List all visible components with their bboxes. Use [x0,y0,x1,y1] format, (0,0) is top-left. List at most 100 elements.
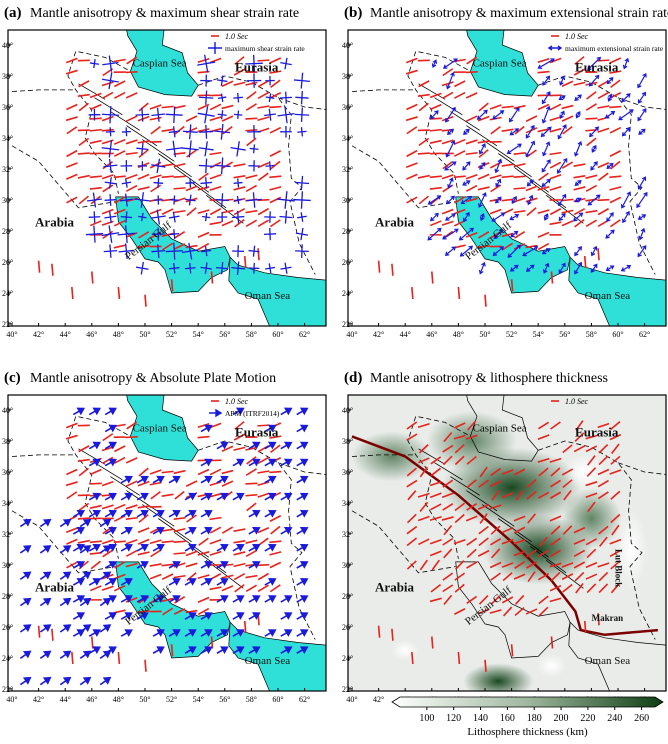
anisotropy-stick [174,541,186,542]
lon-tick-label: 56° [219,330,230,339]
anisotropy-stick [412,652,413,664]
lat-tick-label: 36° [342,468,353,477]
legend-text: 1.0 Sec [225,32,249,41]
lat-tick-label: 32° [342,530,353,539]
legend-text: maximum extensional strain rate [565,44,664,53]
lon-tick-label: 48° [453,330,464,339]
lon-tick-label: 40° [346,695,357,704]
lat-tick-label: 34° [2,499,13,508]
lat-tick-label: 32° [342,165,353,174]
anisotropy-stick [39,261,40,273]
lat-tick-label: 36° [2,103,13,112]
anisotropy-stick [392,629,393,641]
anisotropy-stick [412,287,413,299]
lat-tick-label: 40° [2,406,13,415]
anisotropy-stick [502,176,514,177]
lat-tick-label: 22° [342,320,353,329]
lon-tick-label: 56° [219,695,230,704]
lat-tick-label: 34° [2,134,13,143]
place-label: Arabia [375,214,415,229]
place-label: Caspian Sea [473,58,527,70]
lat-tick-label: 26° [2,258,13,267]
panel-label: (d) [344,370,362,386]
place-label: Oman Sea [585,655,631,667]
lat-tick-label: 38° [2,437,13,446]
lat-tick-label: 38° [342,437,353,446]
anisotropy-stick [78,153,90,154]
lon-tick-label: 52° [166,330,177,339]
colorbar-tick-label: 140 [473,713,488,724]
anisotropy-stick [430,176,442,177]
anisotropy-stick [609,107,621,108]
anisotropy-stick [52,264,53,276]
anisotropy-stick [126,437,138,438]
panel-label: (c) [4,370,21,386]
lon-tick-label: 58° [586,330,597,339]
colorbar-tick-label: 160 [500,713,515,724]
lat-tick-label: 32° [2,530,13,539]
panel-title: Mantle anisotropy & maximum shear strain… [30,6,299,21]
thickness-shade [391,640,419,660]
lon-tick-label: 50° [139,695,150,704]
thickness-shade [563,454,607,490]
anisotropy-stick [212,272,213,284]
thickness-shade [352,432,432,482]
place-label: Lut Block [613,549,623,587]
lon-tick-label: 52° [166,695,177,704]
lat-tick-label: 26° [2,623,13,632]
anisotropy-stick [174,188,186,189]
anisotropy-stick [90,176,102,177]
lon-tick-label: 56° [559,330,570,339]
lat-tick-label: 36° [342,103,353,112]
colorbar-label: Lithosphere thickness (km) [467,726,588,738]
lon-tick-label: 50° [479,330,490,339]
anisotropy-stick [90,118,102,119]
anisotropy-stick [597,200,609,201]
place-label: Oman Sea [585,290,631,302]
anisotropy-stick [512,279,513,291]
anisotropy-stick [379,261,380,273]
anisotropy-stick [418,153,430,154]
anisotropy-stick [245,118,257,119]
lon-tick-label: 40° [6,330,17,339]
anisotropy-stick [92,272,93,284]
place-label: Arabia [35,579,75,594]
lon-tick-label: 44° [60,330,71,339]
panel-title: Mantle anisotropy & maximum extensional … [370,6,668,21]
place-label: Caspian Sea [133,58,187,70]
anisotropy-stick [118,652,119,664]
lat-tick-label: 30° [342,196,353,205]
anisotropy-stick [172,644,173,656]
anisotropy-stick [552,637,553,649]
lat-tick-label: 40° [342,406,353,415]
anisotropy-stick [162,176,174,177]
place-label: Eurasia [575,59,619,74]
lat-tick-label: 24° [342,289,353,298]
anisotropy-stick [174,553,186,554]
anisotropy-stick [269,472,281,473]
lon-tick-label: 48° [113,695,124,704]
legend-text: maximum shear strain rate [225,44,305,53]
lat-tick-label: 30° [342,561,353,570]
place-label: Caspian Sea [473,423,527,435]
lon-tick-label: 46° [426,330,437,339]
lat-tick-label: 28° [2,592,13,601]
colorbar-tick-label: 260 [634,713,649,724]
anisotropy-stick [538,72,550,73]
colorbar-tick-label: 200 [554,713,569,724]
anisotropy-stick [126,72,138,73]
anisotropy-stick [454,176,466,177]
anisotropy-stick [114,541,126,542]
lat-tick-label: 22° [2,320,13,329]
anisotropy-stick [52,629,53,641]
lat-tick-label: 32° [2,165,13,174]
anisotropy-stick [118,287,119,299]
